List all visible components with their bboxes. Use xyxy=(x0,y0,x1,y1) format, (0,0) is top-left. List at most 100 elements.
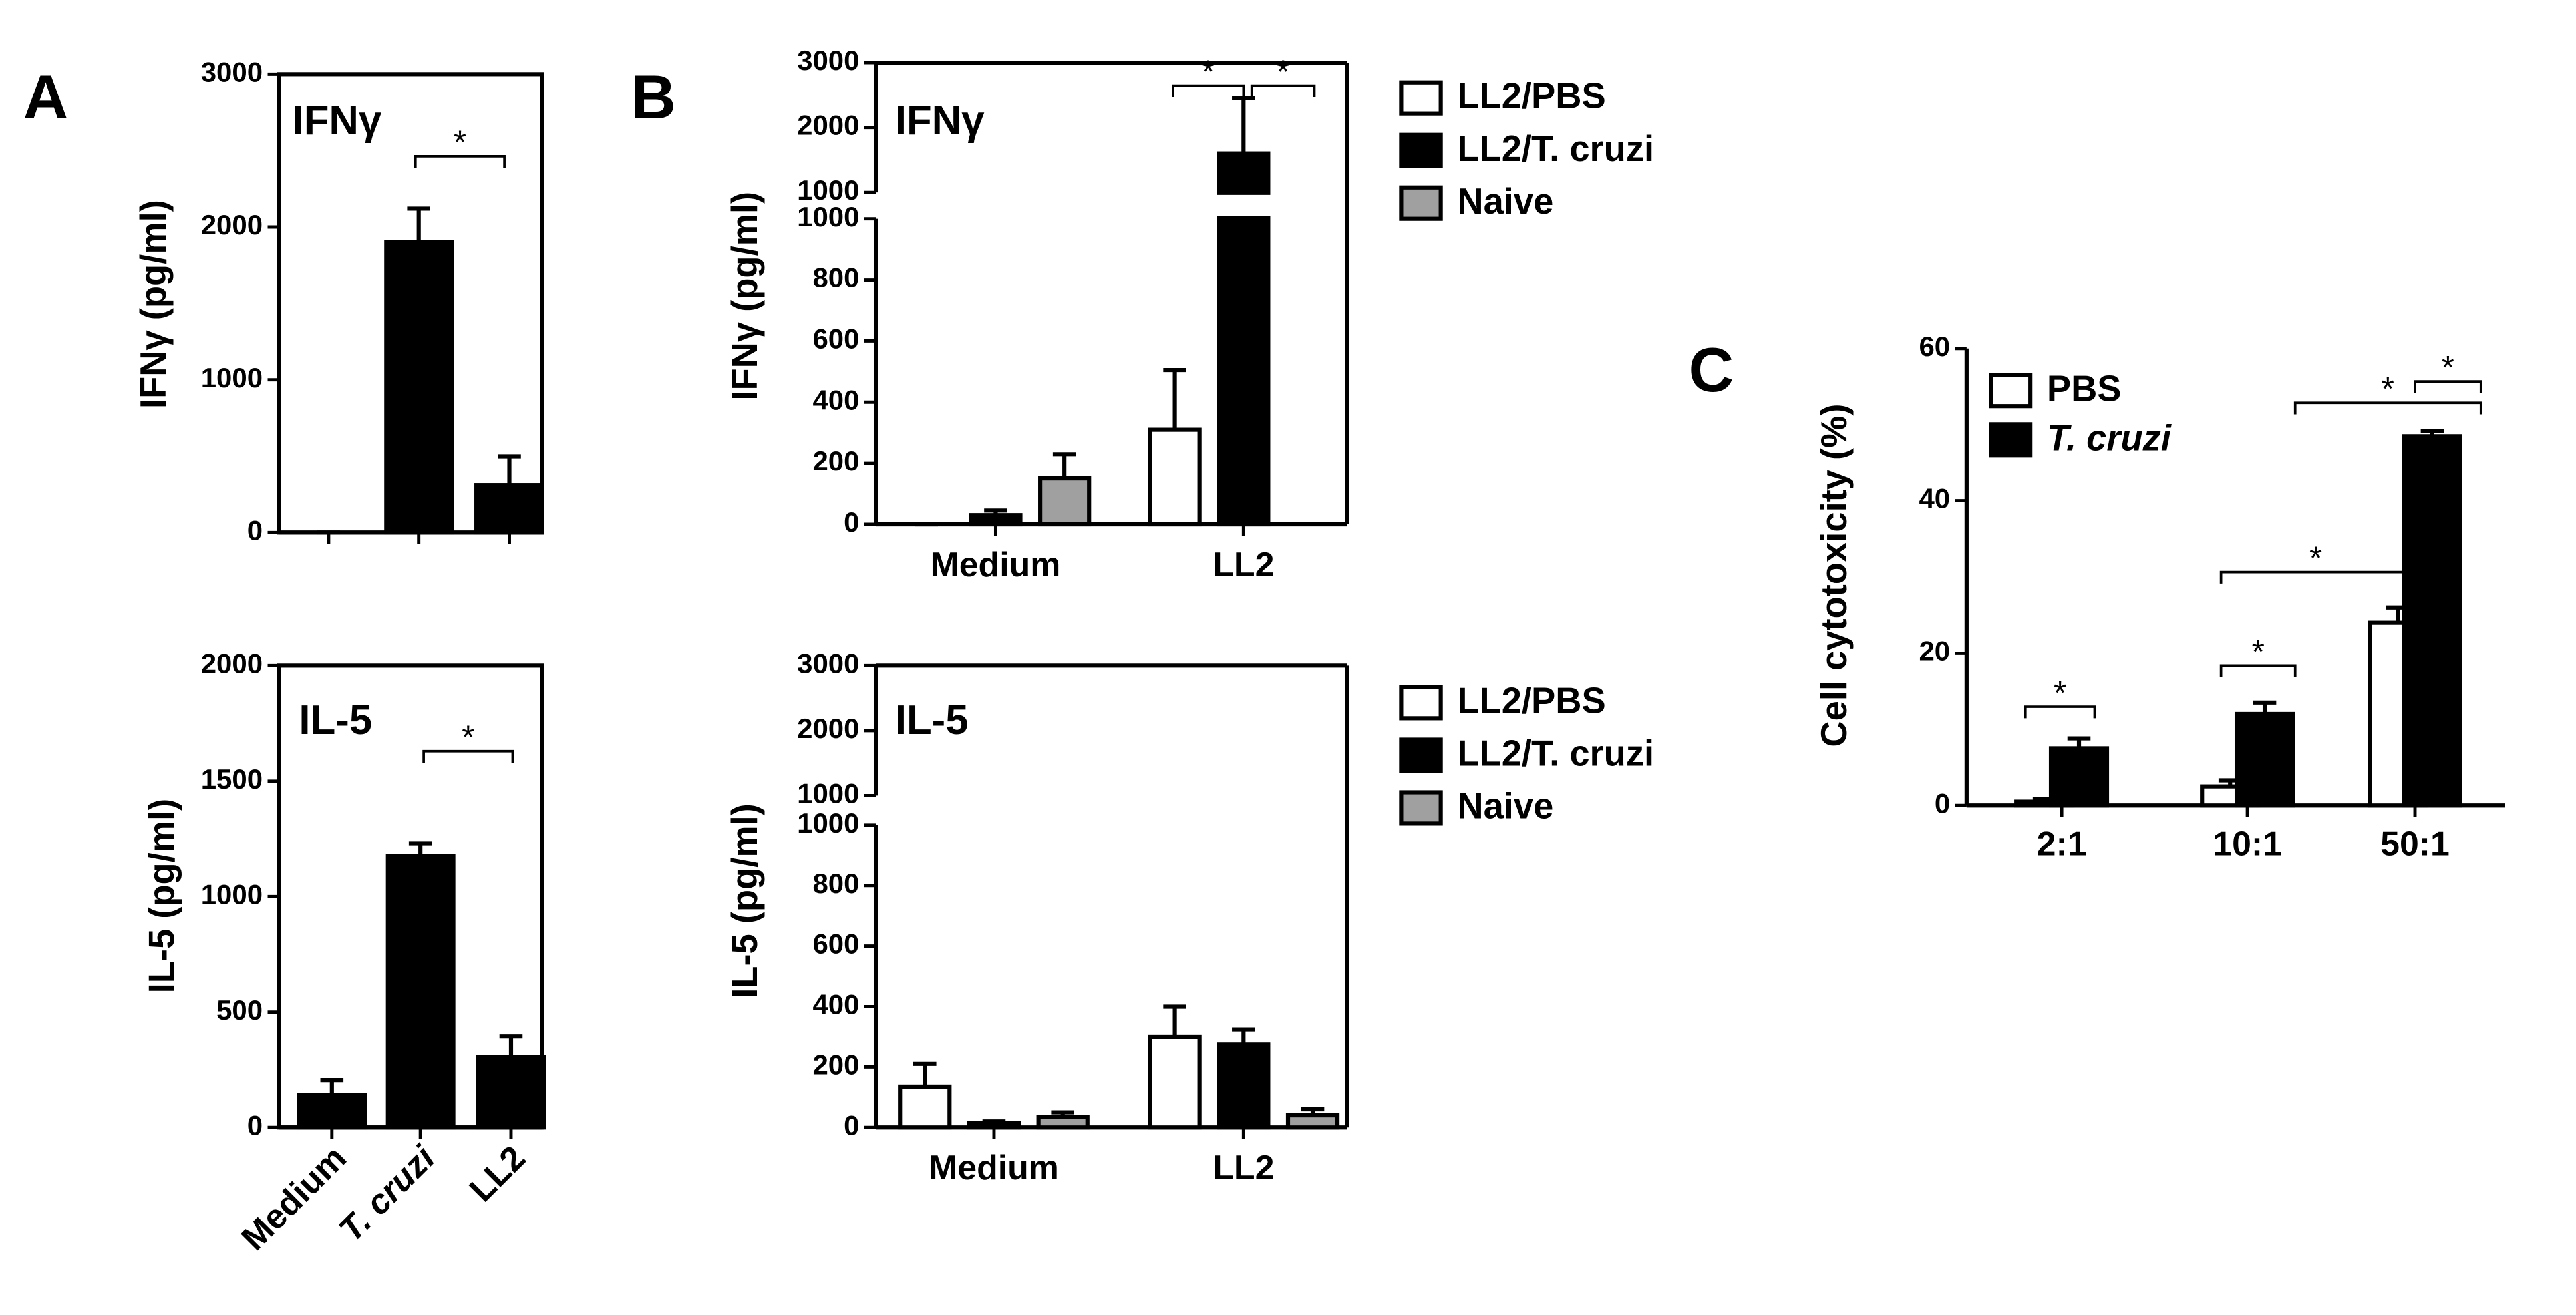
x-tick-label: 50:1 xyxy=(2380,825,2450,863)
bar xyxy=(2402,434,2462,808)
x-tick-label: LL2 xyxy=(1213,545,1274,584)
y-tick-label: 400 xyxy=(812,384,859,415)
significance-bracket xyxy=(414,154,506,168)
y-tick-label: 2000 xyxy=(201,209,263,240)
y-tick-label: 1000 xyxy=(797,778,859,809)
y-tick-label: 3000 xyxy=(201,56,263,87)
significance-label: * xyxy=(2309,540,2322,576)
y-tick-label: 20 xyxy=(1919,636,1950,667)
legend-swatch xyxy=(1989,422,2033,458)
significance-label: * xyxy=(2252,634,2265,670)
y-tick-label: 400 xyxy=(812,989,859,1020)
legend-label: Naive xyxy=(1457,786,1553,827)
chart-title: IL-5 xyxy=(299,697,372,743)
significance-bracket xyxy=(422,749,514,763)
y-tick-label: 60 xyxy=(1919,331,1950,362)
legend-swatch xyxy=(1989,373,2033,409)
y-tick-label: 0 xyxy=(247,514,263,546)
panel-label: B xyxy=(631,62,676,132)
x-tick-label: LL2 xyxy=(1213,1148,1274,1187)
bar xyxy=(898,1084,952,1130)
significance-bracket xyxy=(2414,380,2482,393)
significance-label: * xyxy=(462,719,474,756)
y-tick-label: 800 xyxy=(812,868,859,899)
y-tick-label: 2000 xyxy=(797,110,859,141)
legend-swatch xyxy=(1399,132,1443,168)
bar xyxy=(297,1093,367,1130)
x-tick-label: 10:1 xyxy=(2213,825,2282,863)
legend-label: LL2/T. cruzi xyxy=(1457,733,1654,774)
legend-swatch xyxy=(1399,790,1443,826)
y-axis-label: Cell cytotoxicity (%) xyxy=(1814,403,1854,747)
legend-swatch xyxy=(1399,80,1443,116)
y-tick-label: 0 xyxy=(1935,787,1950,819)
y-tick-label: 0 xyxy=(247,1109,263,1141)
panel-label: C xyxy=(1689,335,1734,405)
y-tick-label: 1500 xyxy=(201,763,263,795)
bar xyxy=(474,483,544,535)
y-tick-label: 3000 xyxy=(797,45,859,76)
y-tick-label: 200 xyxy=(812,1049,859,1080)
y-tick-label: 2000 xyxy=(797,713,859,744)
significance-bracket xyxy=(1172,84,1245,97)
bar xyxy=(1285,1113,1340,1130)
y-tick-label: 1000 xyxy=(201,878,263,910)
legend-label: LL2/PBS xyxy=(1457,76,1605,116)
y-axis-label: IL-5 (pg/ml) xyxy=(724,803,765,998)
bar xyxy=(2234,711,2295,808)
legend-label: LL2/T. cruzi xyxy=(1457,128,1654,169)
y-tick-label: 600 xyxy=(812,928,859,960)
significance-label: * xyxy=(2442,349,2454,386)
bar xyxy=(969,513,1023,527)
y-axis-label: IL-5 (pg/ml) xyxy=(141,799,182,994)
y-axis-label: IFNγ (pg/ml) xyxy=(724,192,765,401)
bar xyxy=(1036,1115,1090,1130)
y-axis-label: IFNγ (pg/ml) xyxy=(133,200,174,409)
significance-bracket xyxy=(2293,401,2482,415)
legend-swatch xyxy=(1399,685,1443,721)
y-tick-label: 1000 xyxy=(797,201,859,232)
y-tick-label: 500 xyxy=(216,994,263,1026)
legend-swatch xyxy=(1399,185,1443,221)
x-tick-label: 2:1 xyxy=(2037,825,2087,863)
significance-label: * xyxy=(2382,371,2394,407)
chart-title: IFNγ xyxy=(895,98,985,144)
chart-title: IL-5 xyxy=(895,697,969,743)
bar xyxy=(2048,746,2110,808)
bar xyxy=(385,854,456,1130)
significance-bracket xyxy=(1250,84,1316,97)
y-tick-label: 1000 xyxy=(797,174,859,206)
axis-break xyxy=(879,194,1344,216)
chart-title: IFNγ xyxy=(293,98,382,144)
y-tick-label: 1000 xyxy=(797,807,859,839)
y-tick-label: 3000 xyxy=(797,648,859,679)
axis-break xyxy=(879,798,1344,823)
bar xyxy=(1148,1034,1202,1130)
x-tick-label: Medium xyxy=(931,545,1061,584)
y-tick-label: 0 xyxy=(844,506,859,538)
significance-label: * xyxy=(1277,53,1289,90)
x-tick-label: Medium xyxy=(929,1148,1059,1187)
legend-label: PBS xyxy=(2047,368,2122,409)
y-tick-label: 800 xyxy=(812,262,859,293)
significance-bracket xyxy=(2219,570,2412,584)
panel-label: A xyxy=(23,62,69,132)
bar xyxy=(384,240,454,535)
y-tick-label: 40 xyxy=(1919,483,1950,514)
y-tick-label: 0 xyxy=(844,1109,859,1141)
y-tick-label: 2000 xyxy=(201,648,263,679)
significance-label: * xyxy=(1202,53,1215,90)
significance-label: * xyxy=(2054,675,2066,711)
bar xyxy=(1038,476,1092,527)
y-tick-label: 600 xyxy=(812,323,859,354)
significance-bracket xyxy=(2219,664,2297,677)
legend-label: T. cruzi xyxy=(2047,417,2172,458)
bar xyxy=(476,1055,546,1130)
significance-label: * xyxy=(454,124,466,161)
legend-swatch xyxy=(1399,737,1443,773)
y-tick-label: 1000 xyxy=(201,362,263,393)
y-tick-label: 200 xyxy=(812,445,859,476)
legend-label: Naive xyxy=(1457,181,1553,222)
bar xyxy=(967,1121,1021,1130)
